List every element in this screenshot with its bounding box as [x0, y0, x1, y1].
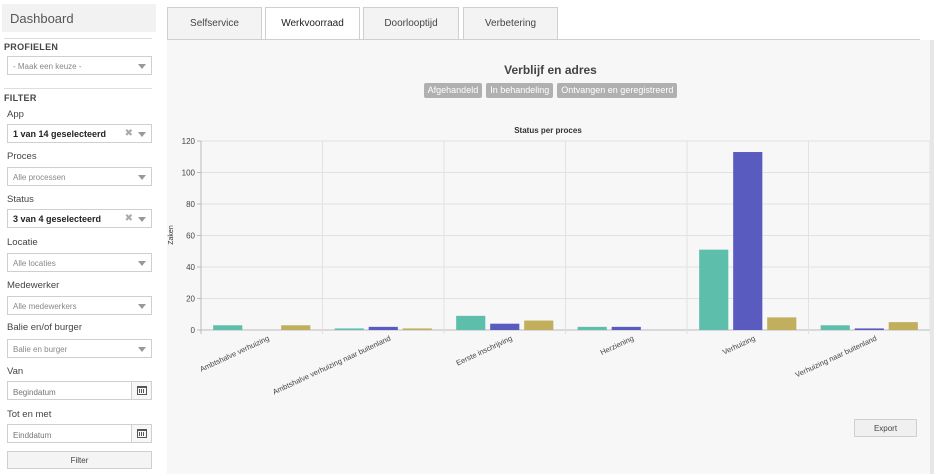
bar-ontvangen-en-geregistreerd[interactable]	[281, 325, 311, 330]
x-axis-ticks: Ambtshalve verhuizing Ambtshalve verhuizi…	[198, 334, 878, 397]
profiel-select[interactable]: - Maak een keuze -	[7, 56, 152, 75]
x-tick-label: Verhuizing	[721, 334, 757, 357]
tot-label: Tot en met	[7, 409, 52, 420]
filter-select-value: Alle medewerkers	[13, 302, 77, 311]
sidebar: Dashboard PROFIELEN - Maak een keuze - F…	[0, 0, 158, 474]
chevron-down-icon	[138, 175, 146, 180]
van-date-input[interactable]	[8, 384, 132, 401]
bar-afgehandeld[interactable]	[213, 325, 243, 330]
chevron-down-icon	[138, 64, 146, 69]
bar-afgehandeld[interactable]	[820, 325, 850, 330]
chevron-down-icon	[138, 304, 146, 309]
bar-afgehandeld[interactable]	[577, 326, 607, 330]
chevron-down-icon	[138, 132, 146, 137]
filter-label: Status	[7, 194, 34, 205]
filter-heading: FILTER	[4, 93, 37, 103]
filter-select[interactable]: Alle medewerkers	[7, 296, 152, 315]
page-title: Verblijf en adres	[504, 63, 597, 77]
bar-in-behandeling[interactable]	[733, 152, 763, 330]
dashboard-title: Dashboard	[2, 4, 156, 32]
chart-bars	[213, 152, 918, 330]
filter-select-value: Alle locaties	[13, 259, 56, 268]
tot-date-field[interactable]	[7, 424, 152, 444]
profielen-heading: PROFIELEN	[4, 42, 59, 52]
clear-icon[interactable]: ✖	[124, 128, 133, 139]
y-tick-label: 20	[186, 295, 195, 304]
filter-select-value: 3 van 4 geselecteerd	[13, 214, 102, 224]
series-toggle-row: Afgehandeld In behandeling Ontvangen en …	[167, 83, 934, 98]
bar-in-behandeling[interactable]	[490, 323, 520, 330]
bar-in-behandeling[interactable]	[854, 328, 884, 330]
clear-icon[interactable]: ✖	[124, 213, 133, 224]
filter-button[interactable]: Filter	[7, 451, 152, 469]
filter-label: Balie en/of burger	[7, 322, 82, 333]
tab-underline	[167, 39, 920, 40]
divider	[4, 88, 152, 89]
x-tick-label: Herziening	[599, 334, 635, 357]
calendar-icon	[137, 386, 147, 395]
filter-select[interactable]: Balie en burger	[7, 339, 152, 358]
filter-select-value: Balie en burger	[13, 345, 68, 354]
scrollbar[interactable]	[930, 40, 934, 474]
bar-afgehandeld[interactable]	[699, 249, 729, 330]
x-tick-label: Eerste inschrijving	[455, 334, 514, 368]
y-tick-label: 120	[182, 137, 196, 146]
bar-ontvangen-en-geregistreerd[interactable]	[524, 320, 554, 330]
y-tick-label: 0	[191, 326, 196, 335]
tab-verbetering[interactable]: Verbetering	[463, 7, 558, 40]
filter-label: Medewerker	[7, 280, 60, 291]
bar-chart: Status per proces Zaken 020406080100120 …	[168, 126, 931, 397]
bar-in-behandeling[interactable]	[611, 326, 641, 330]
chart-title: Status per proces	[514, 126, 582, 135]
x-tick-label: Verhuizing naar buitenland	[794, 334, 878, 380]
toggle-in-behandeling[interactable]: In behandeling	[486, 83, 554, 98]
chevron-down-icon	[138, 261, 146, 266]
filter-label: Locatie	[7, 237, 38, 248]
bar-ontvangen-en-geregistreerd[interactable]	[402, 328, 432, 330]
bar-ontvangen-en-geregistreerd[interactable]	[767, 317, 797, 330]
bar-afgehandeld[interactable]	[334, 328, 364, 330]
tot-calendar-button[interactable]	[131, 425, 151, 442]
tot-date-input[interactable]	[8, 427, 132, 444]
bar-afgehandeld[interactable]	[456, 315, 486, 330]
van-calendar-button[interactable]	[131, 382, 151, 399]
bar-in-behandeling[interactable]	[368, 326, 398, 330]
van-date-field[interactable]	[7, 381, 152, 401]
toggle-ontvangen[interactable]: Ontvangen en geregistreerd	[557, 83, 678, 98]
toggle-afgehandeld[interactable]: Afgehandeld	[423, 83, 483, 98]
y-tick-label: 40	[186, 263, 195, 272]
y-axis-ticks: 0 20 40 60 80 100 120	[182, 137, 196, 335]
filter-label: App	[7, 109, 24, 120]
tab-doorlooptijd[interactable]: Doorlooptijd	[363, 7, 459, 40]
divider	[4, 38, 152, 39]
bar-ontvangen-en-geregistreerd[interactable]	[888, 322, 918, 330]
y-tick-label: 60	[186, 232, 195, 241]
profiel-select-value: - Maak een keuze -	[13, 62, 82, 71]
main-panel: Verblijf en adres Afgehandeld In behande…	[167, 40, 934, 474]
filter-select[interactable]: Alle locaties	[7, 253, 152, 272]
filter-select-value: Alle processen	[13, 173, 66, 182]
x-tick-label: Ambtshalve verhuizing naar buitenland	[271, 334, 392, 397]
filter-select[interactable]: 1 van 14 geselecteerd ✖	[7, 124, 152, 143]
filter-label: Proces	[7, 151, 37, 162]
tab-werkvoorraad[interactable]: Werkvoorraad	[265, 7, 360, 40]
chevron-down-icon	[138, 347, 146, 352]
filter-select[interactable]: 3 van 4 geselecteerd ✖	[7, 209, 152, 228]
filter-select[interactable]: Alle processen	[7, 167, 152, 186]
calendar-icon	[137, 429, 147, 438]
filter-select-value: 1 van 14 geselecteerd	[13, 129, 107, 139]
x-tick-label: Ambtshalve verhuizing	[198, 334, 270, 374]
export-button[interactable]: Export	[854, 419, 917, 437]
chevron-down-icon	[138, 217, 146, 222]
y-axis-label: Zaken	[168, 225, 175, 245]
y-tick-label: 80	[186, 200, 195, 209]
van-label: Van	[7, 366, 24, 377]
chart-grid	[197, 140, 931, 334]
y-tick-label: 100	[182, 169, 196, 178]
tab-selfservice[interactable]: Selfservice	[167, 7, 262, 40]
